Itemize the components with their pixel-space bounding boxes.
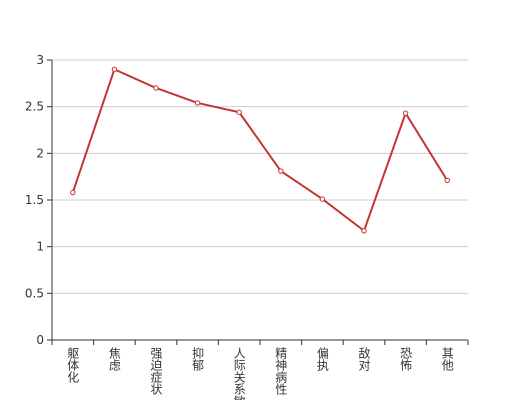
data-point bbox=[361, 228, 367, 234]
x-tick-label: 偏执 bbox=[315, 346, 329, 372]
x-tick-label: 抑郁 bbox=[191, 346, 205, 372]
y-tick-label: 0.5 bbox=[25, 286, 44, 300]
data-point bbox=[319, 196, 326, 202]
y-tick-label: 2.5 bbox=[25, 100, 44, 114]
y-tick-label: 3 bbox=[36, 53, 44, 67]
data-point bbox=[70, 189, 76, 196]
data-point bbox=[111, 66, 118, 73]
x-tick-label: 人际关系敏感 bbox=[232, 347, 246, 400]
data-point bbox=[402, 110, 409, 116]
x-tick-label: 恐怖 bbox=[399, 347, 413, 371]
data-point bbox=[153, 85, 159, 91]
x-tick-label: 敌对 bbox=[357, 346, 371, 371]
x-tick-label: 强迫症状 bbox=[149, 347, 163, 395]
x-tick-label: 其他 bbox=[440, 347, 454, 371]
data-point bbox=[278, 168, 284, 174]
x-tick-label: 焦虑 bbox=[107, 347, 121, 371]
data-point bbox=[236, 109, 242, 115]
series-line bbox=[71, 67, 449, 233]
data-point bbox=[444, 177, 450, 184]
y-tick-label: 2 bbox=[36, 146, 44, 160]
data-point bbox=[194, 100, 201, 106]
x-tick-label: 精神病性 bbox=[274, 347, 288, 396]
y-tick-label: 1.5 bbox=[25, 193, 44, 207]
x-tick-label: 躯体化 bbox=[66, 346, 80, 384]
y-tick-label: 0 bbox=[36, 333, 44, 347]
y-tick-label: 1 bbox=[36, 240, 44, 254]
